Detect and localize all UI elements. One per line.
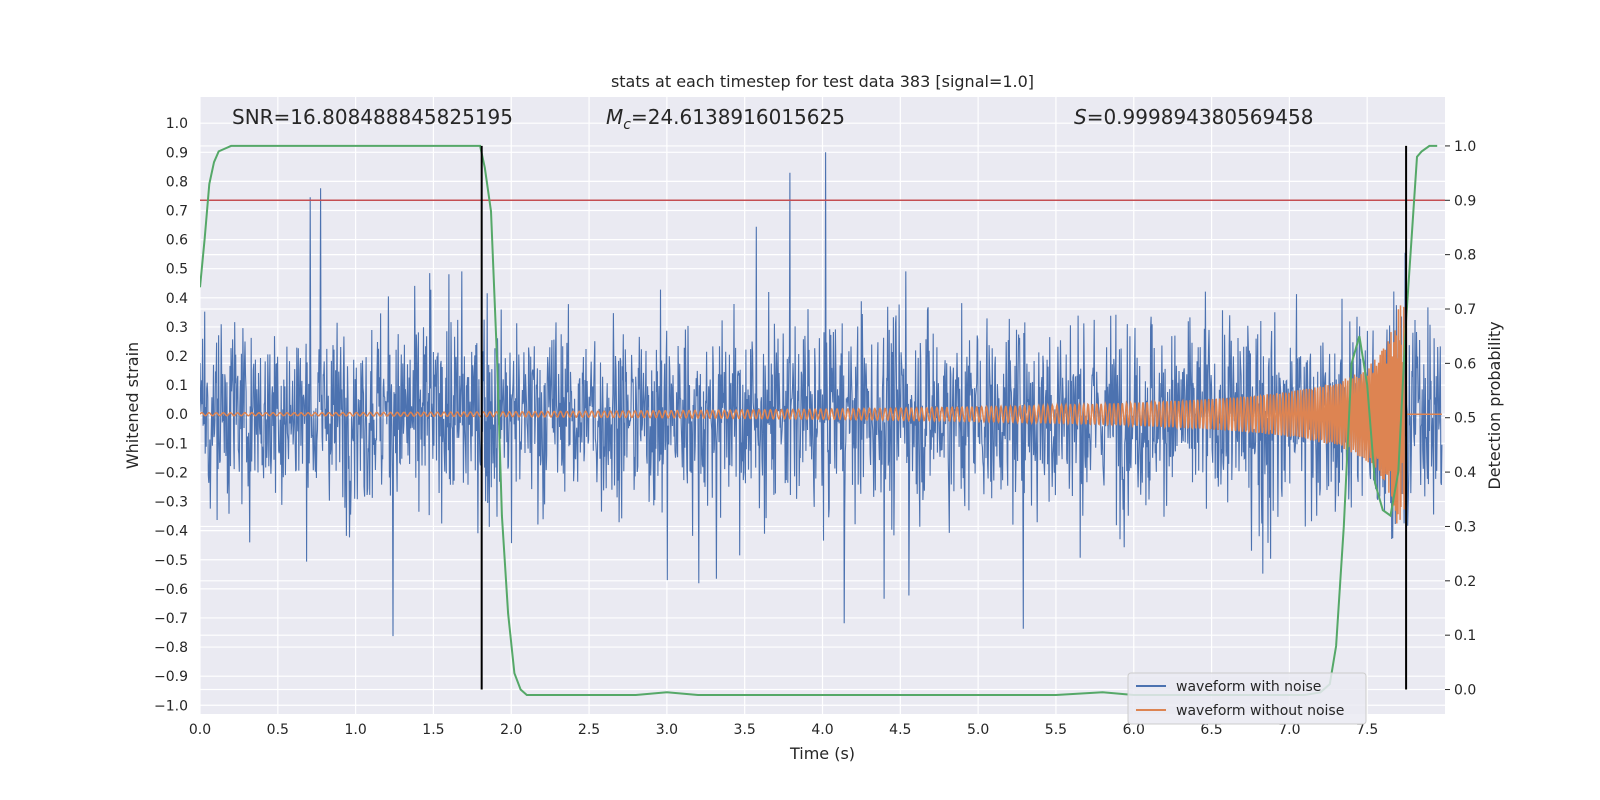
y2-axis-ticks: 1.0 0.9 0.8 0.7 0.6 0.5 0.4 0.3 0.2 0.1 0.0: [1445, 139, 1476, 699]
series-detection-probability: [200, 144, 1438, 696]
x-tick-label: 4.0: [811, 722, 833, 738]
y-tick-label: 0.0: [166, 407, 188, 423]
y-tick-label: −0.7: [154, 611, 188, 627]
y2-tick-label: 1.0: [1454, 139, 1476, 155]
x-tick-label: 5.0: [967, 722, 989, 738]
x-tick-label: 3.0: [656, 722, 678, 738]
y2-axis-label: Detection probability: [1485, 321, 1504, 489]
y-tick-label: 0.2: [166, 349, 188, 365]
mc-subscript: c: [623, 117, 631, 133]
legend-label-noise: waveform with noise: [1176, 679, 1321, 695]
x-tick-label: 6.0: [1123, 722, 1145, 738]
chart-title: stats at each timestep for test data 383…: [611, 72, 1034, 91]
snr-annotation: SNR=16.808488845825195: [232, 105, 513, 129]
y2-tick-label: 0.7: [1454, 302, 1476, 318]
y-tick-label: −0.4: [154, 524, 188, 540]
y-tick-label: −0.2: [154, 465, 188, 481]
legend: waveform with noise waveform without noi…: [1127, 672, 1367, 725]
legend-label-clean: waveform without noise: [1176, 703, 1344, 719]
x-axis-label: Time (s): [789, 744, 855, 763]
y-tick-label: 0.3: [166, 320, 188, 336]
mc-value: =24.6138916015625: [631, 105, 845, 129]
x-tick-label: 2.5: [578, 722, 600, 738]
y2-tick-label: 0.3: [1454, 519, 1476, 535]
x-tick-label: 1.5: [422, 722, 444, 738]
y2-tick-label: 0.1: [1454, 628, 1476, 644]
x-tick-label: 2.0: [500, 722, 522, 738]
y-tick-label: 0.1: [166, 378, 188, 394]
s-value: =0.999894380569458: [1087, 105, 1314, 129]
y-tick-label: 1.0: [166, 116, 188, 132]
mc-annotation: Mc=24.6138916015625: [606, 105, 845, 133]
x-tick-label: 4.5: [889, 722, 911, 738]
mc-symbol: M: [606, 105, 623, 129]
s-symbol: S: [1074, 105, 1087, 129]
y2-tick-label: 0.8: [1454, 248, 1476, 264]
x-tick-label: 7.5: [1356, 722, 1378, 738]
x-axis-ticks: 0.0 0.5 1.0 1.5 2.0 2.5 3.0 3.5 4.0 4.5 5.0 5.5 6.0 6…: [189, 722, 1378, 738]
y-tick-label: 0.9: [166, 145, 188, 161]
x-tick-label: 0.5: [267, 722, 289, 738]
y-tick-label: −0.6: [154, 582, 188, 598]
legend-box: [1127, 672, 1367, 725]
y2-tick-label: 0.0: [1454, 683, 1476, 699]
x-tick-label: 7.0: [1278, 722, 1300, 738]
y-tick-label: 0.5: [166, 262, 188, 278]
plot-layer: [200, 144, 1445, 696]
y-tick-label: 0.4: [166, 291, 188, 307]
y-axis-ticks: 1.0 0.9 0.8 0.7 0.6 0.5 0.4 0.3 0.2 0.1 0.0 −0.1 −0.…: [154, 116, 188, 714]
y2-tick-label: 0.9: [1454, 193, 1476, 209]
x-tick-label: 6.5: [1200, 722, 1222, 738]
x-tick-label: 1.0: [344, 722, 366, 738]
x-tick-label: 3.5: [734, 722, 756, 738]
y2-tick-label: 0.2: [1454, 574, 1476, 590]
y-tick-label: 0.7: [166, 204, 188, 220]
y-tick-label: −0.5: [154, 553, 188, 569]
y-tick-label: −0.1: [154, 436, 188, 452]
y-tick-label: −0.8: [154, 640, 188, 656]
y2-tick-label: 0.6: [1454, 356, 1476, 372]
y-axis-label: Whitened strain: [123, 342, 142, 469]
y2-tick-label: 0.5: [1454, 411, 1476, 427]
y-tick-label: 0.6: [166, 233, 188, 249]
y2-tick-label: 0.4: [1454, 465, 1476, 481]
y-tick-label: 0.8: [166, 174, 188, 190]
series-waveform-without-noise: [200, 305, 1442, 524]
y-tick-label: −0.3: [154, 495, 188, 511]
x-tick-label: 5.5: [1045, 722, 1067, 738]
s-annotation: S=0.999894380569458: [1074, 105, 1313, 129]
y-tick-label: −1.0: [154, 698, 188, 714]
x-tick-label: 0.0: [189, 722, 211, 738]
y-tick-label: −0.9: [154, 669, 188, 685]
